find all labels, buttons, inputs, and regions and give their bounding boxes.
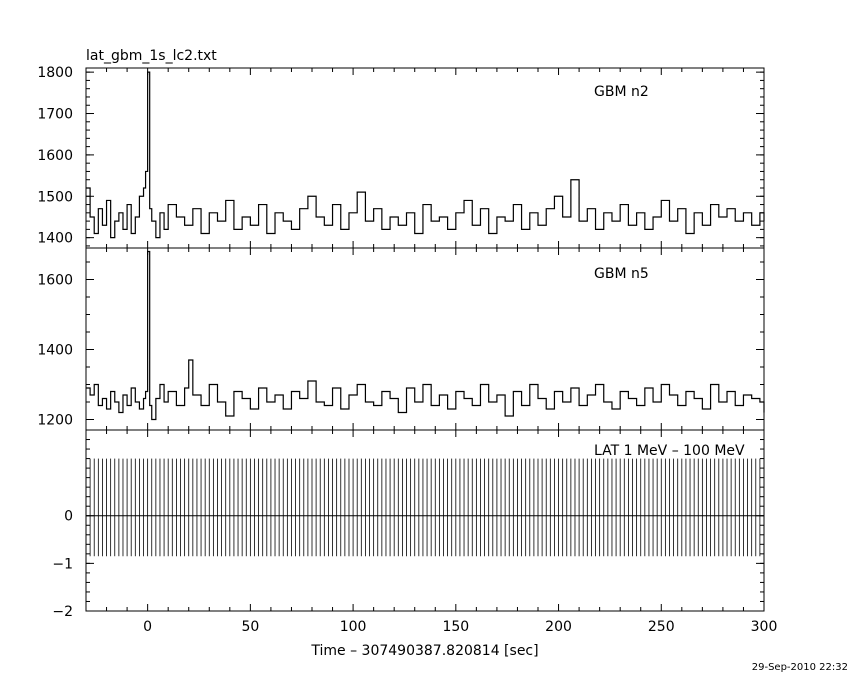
x-tick-label: 0 [143,619,152,635]
y-tick-label: 1600 [37,273,73,289]
x-axis-label: Time – 307490387.820814 [sec] [310,643,538,659]
chart-title: lat_gbm_1s_lc2.txt [86,48,217,64]
panel-lat: −2 −1 0 0 50 100 150 200 250 300 [52,429,778,635]
x-tick-label: 200 [545,619,572,635]
series-line [86,250,765,421]
series-line [86,71,765,239]
panel-gbm-n2: 1400 1500 1600 1700 1800 [37,65,765,249]
y-tick-label: 1700 [37,107,73,123]
panel-frame [85,67,765,249]
y-tick-label: −1 [52,556,73,572]
panel-label-lat: LAT 1 MeV – 100 MeV [594,443,745,459]
y-tick-label: 0 [64,509,73,525]
timestamp: 29-Sep-2010 22:32 [752,662,848,673]
y-tick-label: 1500 [37,189,73,205]
panel-frame [85,247,765,431]
x-tick-label: 300 [751,619,778,635]
y-tick-label: −2 [52,604,73,620]
panel-gbm-n5: 1200 1400 1600 [37,247,765,431]
x-tick-label: 50 [241,619,259,635]
y-tick-label: 1200 [37,413,73,429]
y-tick-label: 1600 [37,148,73,164]
panel-label-gbm-n2: GBM n2 [594,84,649,100]
x-tick-label: 250 [648,619,675,635]
y-tick-label: 1800 [37,65,73,81]
y-tick-label: 1400 [37,343,73,359]
panel-label-gbm-n5: GBM n5 [594,266,649,282]
y-tick-label: 1400 [37,231,73,247]
x-tick-label: 100 [340,619,367,635]
x-tick-label: 150 [442,619,469,635]
